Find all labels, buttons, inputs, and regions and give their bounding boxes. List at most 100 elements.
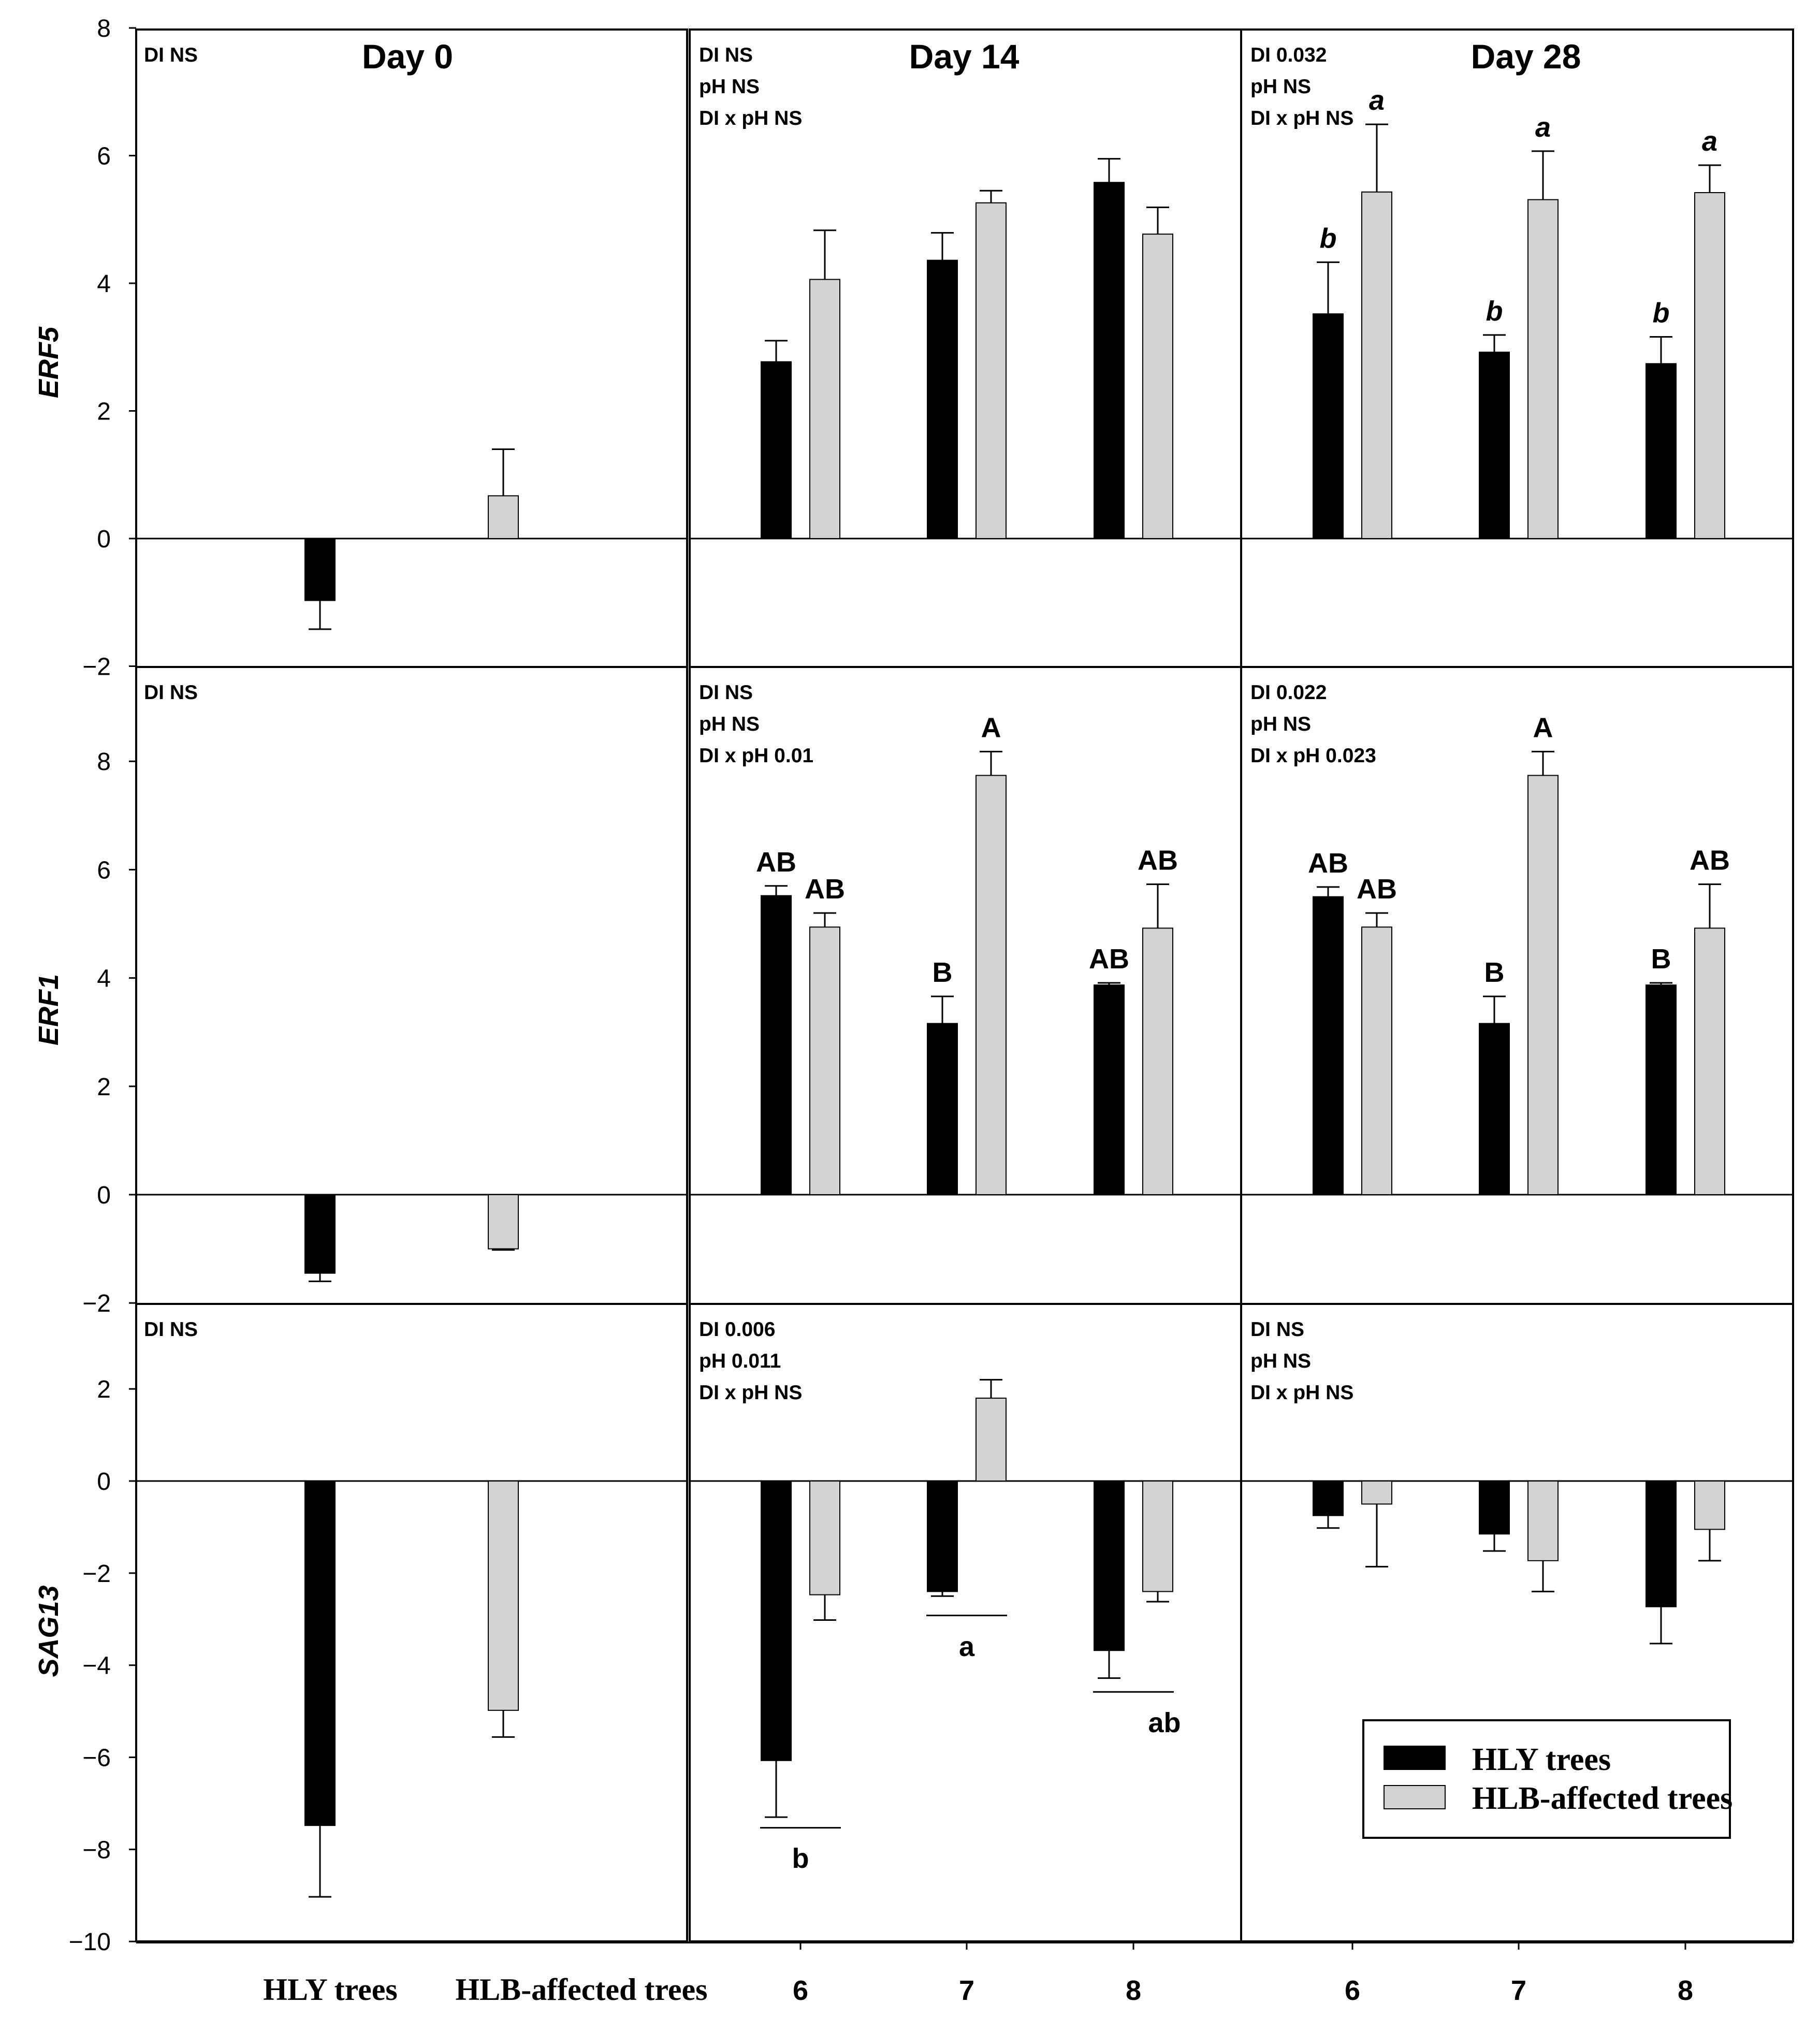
group-letter: b: [792, 1843, 809, 1874]
y-tick-label: −8: [82, 1836, 111, 1864]
stat-text: DI x pH 0.01: [699, 745, 813, 767]
stat-text: DI x pH 0.023: [1250, 745, 1376, 767]
bar-hly: [1479, 352, 1510, 539]
y-tick-label: 6: [97, 143, 111, 170]
stat-text: pH NS: [1250, 76, 1311, 98]
stat-text: pH 0.011: [699, 1350, 781, 1372]
legend-swatch-hlb: [1384, 1785, 1446, 1809]
bar-hly: [1479, 1481, 1510, 1535]
significance-letter: A: [1533, 712, 1553, 743]
significance-letter: b: [1320, 223, 1337, 254]
y-tick-label: 2: [97, 1376, 111, 1403]
y-tick-label: −2: [82, 1290, 111, 1317]
bar-hly: [927, 259, 958, 539]
significance-letter: AB: [805, 874, 845, 905]
panel-title: Day 0: [362, 37, 453, 76]
significance-letter: b: [1653, 298, 1670, 329]
chart-text: −2 0 2 4 6 8 ERF5 −2 0 2 4 6 8 ERF1 −10 −8 −6 −4 −2 0 2 SAG13…: [33, 15, 1730, 2007]
bar-hly: [1094, 1481, 1125, 1651]
y-tick-label: −10: [69, 1928, 111, 1956]
y-axis-label-erf5: ERF5: [33, 326, 64, 398]
y-tick-label: 6: [97, 857, 111, 884]
bar-hlb: [809, 1481, 840, 1595]
bar-hlb: [1361, 191, 1392, 539]
legend-label-hly: HLY trees: [1472, 1742, 1611, 1777]
x-tick-label-day0: HLB-affected trees: [455, 1972, 707, 2007]
bar-hly: [1094, 182, 1125, 539]
significance-letter: AB: [1308, 848, 1348, 879]
stat-text: DI x pH NS: [1250, 107, 1353, 129]
y-tick-label: 0: [97, 1182, 111, 1209]
x-tick-label-ph: 6: [793, 1975, 808, 2006]
y-tick-label: 0: [97, 1468, 111, 1496]
y-tick-label: 4: [97, 270, 111, 298]
x-tick-label-ph: 6: [1345, 1975, 1360, 2006]
bar-hlb: [975, 775, 1007, 1195]
y-tick-label: 8: [97, 15, 111, 42]
bar-hlb: [1694, 1481, 1725, 1530]
bar-hly: [1646, 1481, 1677, 1607]
significance-letter: AB: [1357, 874, 1397, 905]
significance-letter: B: [933, 957, 953, 988]
bar-hly: [304, 1481, 336, 1826]
bar-hly: [1646, 363, 1677, 539]
stat-text: DI 0.032: [1250, 44, 1327, 66]
panel-title: Day 28: [1471, 37, 1581, 76]
stat-text: DI NS: [699, 44, 753, 66]
y-tick-label: 4: [97, 965, 111, 993]
legend-box: [1362, 1719, 1731, 1839]
bar-hlb: [1361, 926, 1392, 1195]
bar-hlb: [1694, 192, 1725, 539]
significance-letter: AB: [1690, 845, 1730, 876]
bar-hly: [761, 895, 792, 1196]
y-tick-label: 2: [97, 1073, 111, 1101]
x-tick-label-ph: 8: [1126, 1975, 1141, 2006]
y-tick-label: −2: [82, 654, 111, 681]
stat-text: DI x pH NS: [1250, 1382, 1353, 1404]
y-tick-label: 8: [97, 748, 111, 776]
stat-text: pH NS: [1250, 713, 1311, 735]
bar-hly: [1313, 896, 1344, 1195]
bar-hlb: [1142, 234, 1173, 540]
bar-hly: [1313, 313, 1344, 539]
significance-letter: A: [981, 712, 1001, 743]
significance-letter: AB: [1138, 845, 1178, 876]
bar-hlb: [975, 202, 1007, 539]
y-tick-label: 0: [97, 526, 111, 553]
bar-marks: [304, 123, 1725, 1898]
bar-hlb: [1142, 1481, 1173, 1592]
panel-title: Day 14: [909, 37, 1020, 76]
significance-letter: a: [1369, 85, 1385, 116]
bar-hlb: [975, 1397, 1007, 1482]
bar-hly: [1313, 1481, 1344, 1516]
bar-hlb: [1527, 199, 1559, 540]
x-tick-label-ph: 7: [1511, 1975, 1526, 2006]
bar-hly: [761, 361, 792, 539]
bar-hlb: [809, 926, 840, 1195]
significance-letter: B: [1651, 944, 1671, 975]
bar-hlb: [1527, 775, 1559, 1195]
y-axis-label-erf1: ERF1: [33, 974, 64, 1046]
bar-hlb: [809, 279, 840, 539]
stat-text: DI NS: [144, 44, 198, 66]
significance-letter: B: [1484, 957, 1505, 988]
bar-hly: [761, 1481, 792, 1761]
bar-hly: [927, 1023, 958, 1195]
legend-swatch-hly: [1384, 1746, 1446, 1770]
y-tick-label: −6: [82, 1745, 111, 1772]
group-letter: a: [959, 1631, 975, 1662]
bar-hly: [1646, 984, 1677, 1195]
stat-text: DI NS: [144, 681, 198, 704]
group-letter: ab: [1148, 1707, 1181, 1738]
bar-hlb: [1527, 1481, 1559, 1561]
bar-hlb: [1361, 1481, 1392, 1505]
stat-text: pH NS: [1250, 1350, 1311, 1372]
significance-letter: AB: [1089, 944, 1129, 975]
bar-hlb: [1694, 927, 1725, 1196]
y-axis-label-sag13: SAG13: [33, 1585, 64, 1677]
x-tick-label-ph: 8: [1678, 1975, 1693, 2006]
y-tick-label: −2: [82, 1560, 111, 1588]
bar-hlb: [1142, 927, 1173, 1196]
